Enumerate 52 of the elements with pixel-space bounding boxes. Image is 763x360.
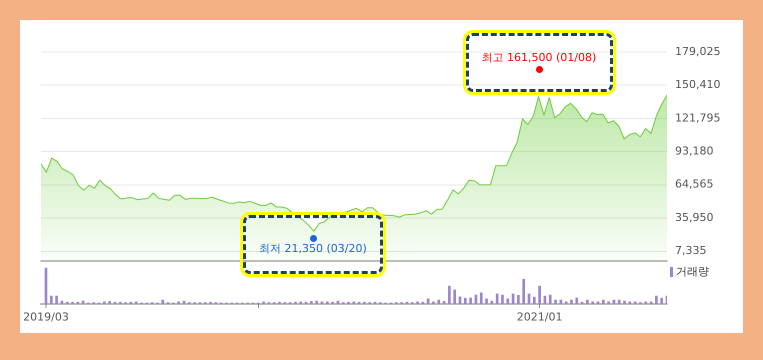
x-tick-label: 2021/01 — [516, 310, 562, 324]
y-tick-label: 64,565 — [675, 178, 714, 191]
bar — [544, 296, 546, 304]
bar — [469, 298, 472, 304]
bar — [485, 298, 488, 304]
bar — [50, 296, 53, 304]
bar — [44, 268, 48, 304]
bar — [506, 298, 510, 304]
bar — [618, 300, 621, 304]
bar — [458, 296, 462, 304]
y-tick-label: 7,335 — [675, 244, 706, 258]
bar — [522, 278, 526, 304]
bar — [437, 300, 440, 304]
bar — [442, 301, 446, 304]
bar — [660, 298, 664, 304]
bar — [310, 301, 313, 304]
bar — [474, 294, 478, 304]
y-tick-label: 93,180 — [675, 144, 714, 158]
bar — [448, 286, 451, 304]
bar — [108, 301, 112, 304]
bar — [538, 286, 541, 304]
annotation: 최저 21,350 (03/20) — [259, 242, 367, 256]
y-tick-label: 121,795 — [675, 111, 720, 124]
legend-label: 거래량 — [676, 264, 709, 278]
bar — [496, 294, 498, 304]
bar — [426, 298, 430, 304]
bar — [532, 296, 536, 304]
bar — [623, 300, 626, 304]
bar — [501, 294, 504, 304]
x-tick-label: 2019/03 — [23, 310, 69, 324]
bar — [161, 300, 164, 304]
bar — [464, 298, 467, 304]
bar — [453, 290, 456, 304]
bar — [554, 300, 557, 304]
y-tick-label: 35,950 — [675, 210, 714, 224]
bar — [586, 300, 589, 304]
y-tick-label: 179,025 — [675, 44, 720, 58]
bar — [560, 300, 562, 304]
bar — [55, 296, 58, 304]
bar — [517, 295, 520, 304]
bar — [602, 300, 605, 304]
bar — [548, 294, 552, 304]
bar — [528, 294, 530, 304]
bar — [512, 294, 514, 304]
bar — [575, 298, 578, 304]
annotation: 최고 161,500 (01/08) — [482, 51, 596, 65]
y-tick-label: 150,410 — [675, 78, 720, 92]
bar — [612, 300, 616, 304]
bar — [655, 296, 658, 304]
bar — [480, 292, 483, 304]
bar — [182, 300, 186, 304]
bar — [570, 300, 573, 304]
